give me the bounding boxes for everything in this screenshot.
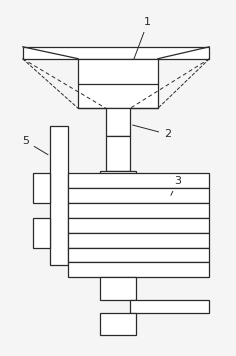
Text: 5: 5	[22, 136, 48, 155]
Bar	[100, 171, 136, 178]
Bar	[78, 59, 158, 109]
Bar	[130, 300, 210, 313]
Text: 2: 2	[133, 125, 171, 139]
Bar	[33, 173, 51, 203]
Bar	[68, 262, 210, 277]
Bar	[68, 218, 210, 233]
Bar	[51, 126, 68, 266]
Bar	[23, 47, 210, 59]
Bar	[68, 203, 210, 218]
Bar	[33, 218, 51, 247]
Bar	[68, 188, 210, 203]
Bar	[68, 233, 210, 247]
Text: 3: 3	[171, 176, 181, 195]
Bar	[106, 136, 130, 171]
Bar	[100, 313, 136, 335]
Bar	[100, 277, 136, 300]
Bar	[68, 247, 210, 262]
Bar	[106, 109, 130, 136]
Text: 1: 1	[134, 17, 151, 59]
Bar	[68, 173, 210, 188]
